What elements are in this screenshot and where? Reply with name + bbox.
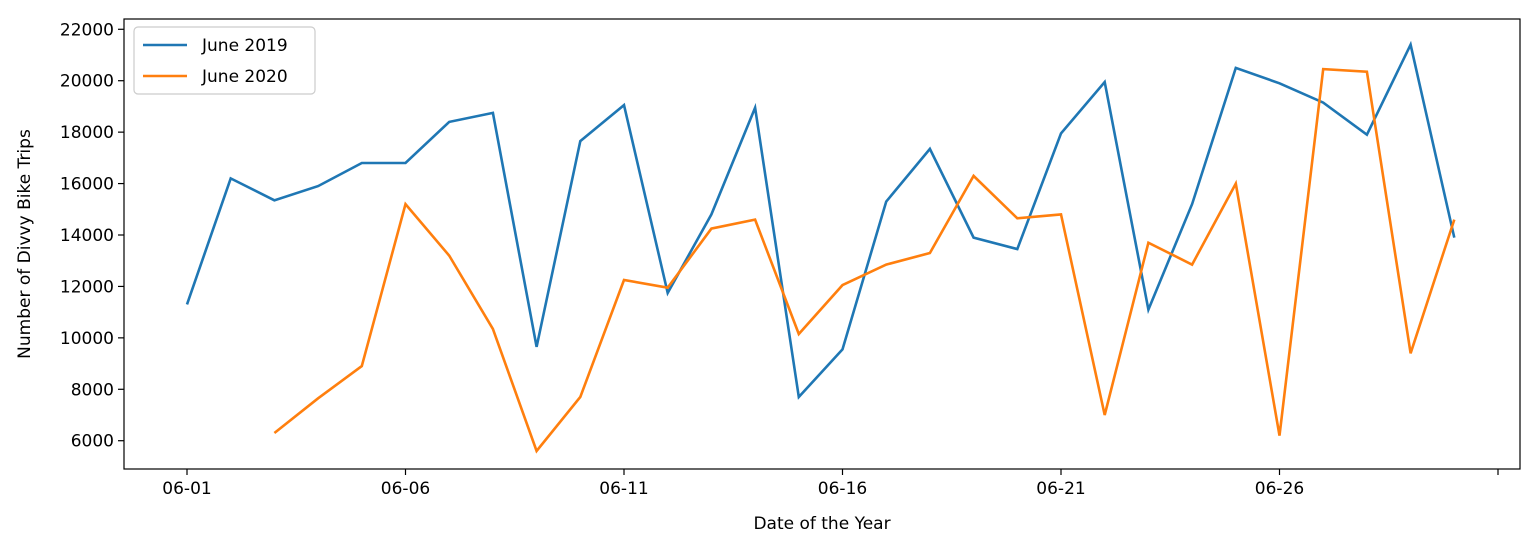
y-axis: 6000 8000 10000 12000 14000 16000 18000 20000 22… bbox=[60, 20, 124, 452]
x-tick-label: 06-16 bbox=[818, 479, 867, 499]
x-tick-label: 06-21 bbox=[1036, 479, 1085, 499]
y-tick-label: 8000 bbox=[71, 380, 114, 400]
legend-label: June 2020 bbox=[201, 67, 288, 87]
y-tick-label: 20000 bbox=[60, 72, 114, 92]
y-tick-label: 6000 bbox=[71, 432, 114, 452]
x-tick-label: 06-06 bbox=[381, 479, 430, 499]
plot-area bbox=[185, 40, 1456, 454]
plot-frame bbox=[123, 18, 1521, 470]
x-tick-label: 06-11 bbox=[599, 479, 648, 499]
y-axis-label: Number of Divvy Bike Trips bbox=[15, 129, 35, 359]
series-line-june-2019 bbox=[185, 40, 1456, 400]
y-tick-label: 18000 bbox=[60, 123, 114, 143]
legend: June 2019 June 2020 bbox=[133, 26, 316, 95]
y-tick-label: 16000 bbox=[60, 175, 114, 195]
y-tick-label: 10000 bbox=[60, 329, 114, 349]
series-line-june-2020 bbox=[273, 67, 1456, 454]
x-axis: 06-01 06-06 06-11 06-16 06-21 06-26 bbox=[162, 469, 1499, 499]
x-tick-label: 06-26 bbox=[1255, 479, 1304, 499]
legend-label: June 2019 bbox=[201, 36, 288, 56]
y-tick-label: 12000 bbox=[60, 277, 114, 297]
y-tick-label: 22000 bbox=[60, 20, 114, 40]
x-tick-label: 06-01 bbox=[162, 479, 211, 499]
x-axis-label: Date of the Year bbox=[753, 514, 890, 534]
y-tick-label: 14000 bbox=[60, 226, 114, 246]
